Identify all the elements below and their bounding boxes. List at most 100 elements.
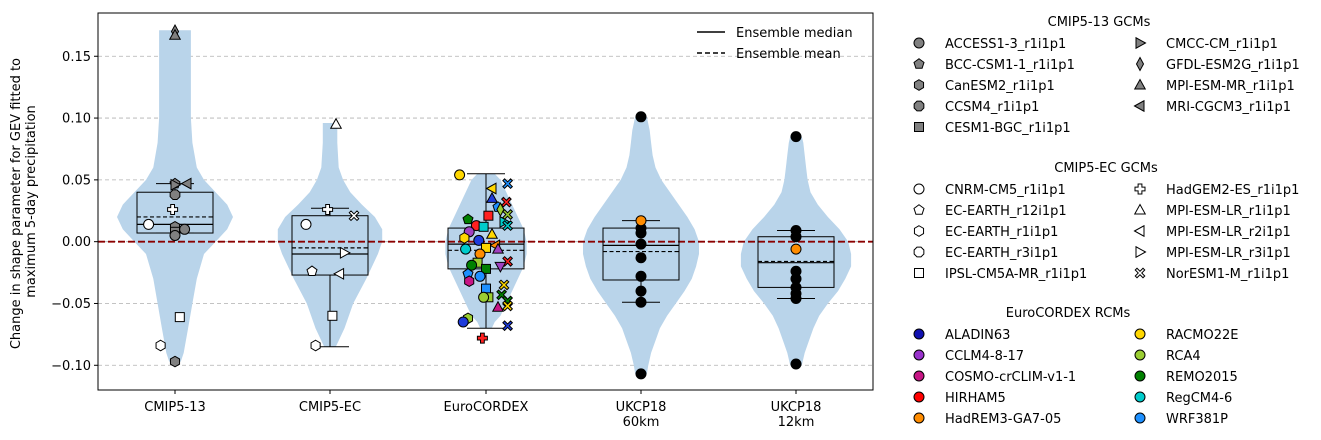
x-tick-label: UKCP18 xyxy=(771,400,822,415)
data-point-shape xyxy=(169,230,181,241)
data-point-shape xyxy=(478,291,490,303)
ensemble-mean-label: Ensemble mean xyxy=(736,47,841,62)
y-axis-label-line-1: Change in shape parameter for GEV fitted… xyxy=(9,58,24,349)
data-point xyxy=(790,243,802,255)
y-tick-label: 0.05 xyxy=(62,173,91,188)
x-ticks: CMIP5-13 CMIP5-EC EuroCORDEX UKCP1860kmUKCP… xyxy=(144,390,821,430)
data-point-shape xyxy=(790,131,802,143)
model-legend: CMIP5-13 GCMs ACCESS1-3_r1i1p1 BCC-CSM1-1_… xyxy=(913,15,1300,427)
legend-label: REMO2015 xyxy=(1166,370,1238,385)
legend-marker-shape xyxy=(1134,267,1146,279)
data-point-shape xyxy=(635,296,647,308)
data-point-shape xyxy=(174,312,185,323)
data-point xyxy=(635,270,647,282)
data-point xyxy=(790,131,802,143)
x-tick-label: 60km xyxy=(623,415,660,430)
legend-label: NorESM1-M_r1i1p1 xyxy=(1166,267,1289,282)
legend-label: MPI-ESM-LR_r2i1p1 xyxy=(1166,225,1291,240)
data-point-shape xyxy=(168,28,182,40)
data-point xyxy=(502,320,514,332)
data-point xyxy=(481,242,491,253)
legend-marker xyxy=(1134,328,1146,340)
legend-label: RCA4 xyxy=(1166,349,1201,364)
legend-marker-shape xyxy=(1134,328,1146,340)
x-tick-label: CMIP5-EC xyxy=(299,400,361,415)
y-tick-label: 0.00 xyxy=(62,235,91,250)
data-point-shape xyxy=(635,215,647,227)
data-point xyxy=(339,246,351,259)
legend-marker xyxy=(913,225,925,237)
data-point xyxy=(502,220,514,232)
legend-marker xyxy=(914,122,924,132)
data-point-shape xyxy=(635,270,647,282)
legend-marker xyxy=(1135,56,1145,72)
data-point-shape xyxy=(476,332,488,344)
legend-marker-shape xyxy=(913,204,925,215)
legend-label: MPI-ESM-LR_r3i1p1 xyxy=(1166,246,1291,261)
legend-marker xyxy=(1134,412,1146,424)
legend-marker-shape xyxy=(1134,370,1146,382)
data-point-shape xyxy=(485,191,499,203)
data-point-shape xyxy=(790,231,802,243)
data-point xyxy=(635,215,647,227)
data-point xyxy=(180,177,192,190)
data-point xyxy=(476,332,488,344)
data-point-shape xyxy=(635,252,647,264)
data-point xyxy=(481,263,491,274)
violins xyxy=(117,30,852,374)
violin-body xyxy=(277,123,383,347)
legend-marker-shape xyxy=(913,370,925,382)
legend-marker xyxy=(1134,349,1146,361)
x-tick-label: CMIP5-13 xyxy=(144,400,205,415)
data-point-shape xyxy=(790,358,802,370)
legend-marker-shape xyxy=(1134,412,1146,424)
data-point xyxy=(306,265,318,277)
legend-label: CNRM-CM5_r1i1p1 xyxy=(945,183,1066,198)
data-point xyxy=(483,210,494,221)
legend-marker-shape xyxy=(1135,36,1147,50)
data-point xyxy=(169,230,181,241)
data-point xyxy=(474,248,486,260)
data-point-shape xyxy=(339,246,351,259)
data-point-shape xyxy=(500,196,512,208)
legend-marker xyxy=(1134,370,1146,382)
legend-label: EC-EARTH_r12i1p1 xyxy=(945,204,1067,219)
legend-marker xyxy=(1135,36,1147,50)
data-point xyxy=(169,189,181,201)
legend-label: CESM1-BGC_r1i1p1 xyxy=(945,121,1071,136)
legend-marker-shape xyxy=(913,37,925,49)
legend-label: ACCESS1-3_r1i1p1 xyxy=(945,37,1066,52)
legend-marker-shape xyxy=(1133,78,1147,90)
data-point-shape xyxy=(498,279,510,291)
legend-section-title: EuroCORDEX RCMs xyxy=(1006,306,1131,321)
data-point-shape xyxy=(310,339,321,352)
legend-label: GFDL-ESM2G_r1i1p1 xyxy=(1166,58,1300,73)
data-point-shape xyxy=(635,238,647,250)
data-point-shape xyxy=(169,189,181,201)
legend-marker xyxy=(913,58,925,69)
legend-label: MRI-CGCM3_r1i1p1 xyxy=(1166,100,1291,115)
legend-marker xyxy=(913,328,925,340)
legend-label: CMCC-CM_r1i1p1 xyxy=(1166,37,1278,52)
data-point-shape xyxy=(466,259,478,271)
data-point-shape xyxy=(300,218,312,230)
data-point xyxy=(333,267,345,280)
legend-marker xyxy=(914,268,924,278)
y-tick-label: −0.05 xyxy=(51,297,91,312)
legend-marker xyxy=(913,79,925,91)
data-point xyxy=(498,279,510,291)
data-point-shape xyxy=(483,210,494,221)
ensemble-median-label: Ensemble median xyxy=(736,26,853,41)
data-point-shape xyxy=(502,320,514,332)
data-point xyxy=(635,285,647,297)
data-point xyxy=(170,178,182,191)
data-point xyxy=(169,355,181,368)
data-point xyxy=(502,300,514,312)
data-point xyxy=(635,111,647,123)
data-point xyxy=(167,204,179,215)
data-point-shape xyxy=(494,261,507,273)
data-points xyxy=(143,23,802,380)
data-point-shape xyxy=(635,227,647,239)
legend-marker-shape xyxy=(914,122,924,132)
data-point-shape xyxy=(457,316,469,328)
